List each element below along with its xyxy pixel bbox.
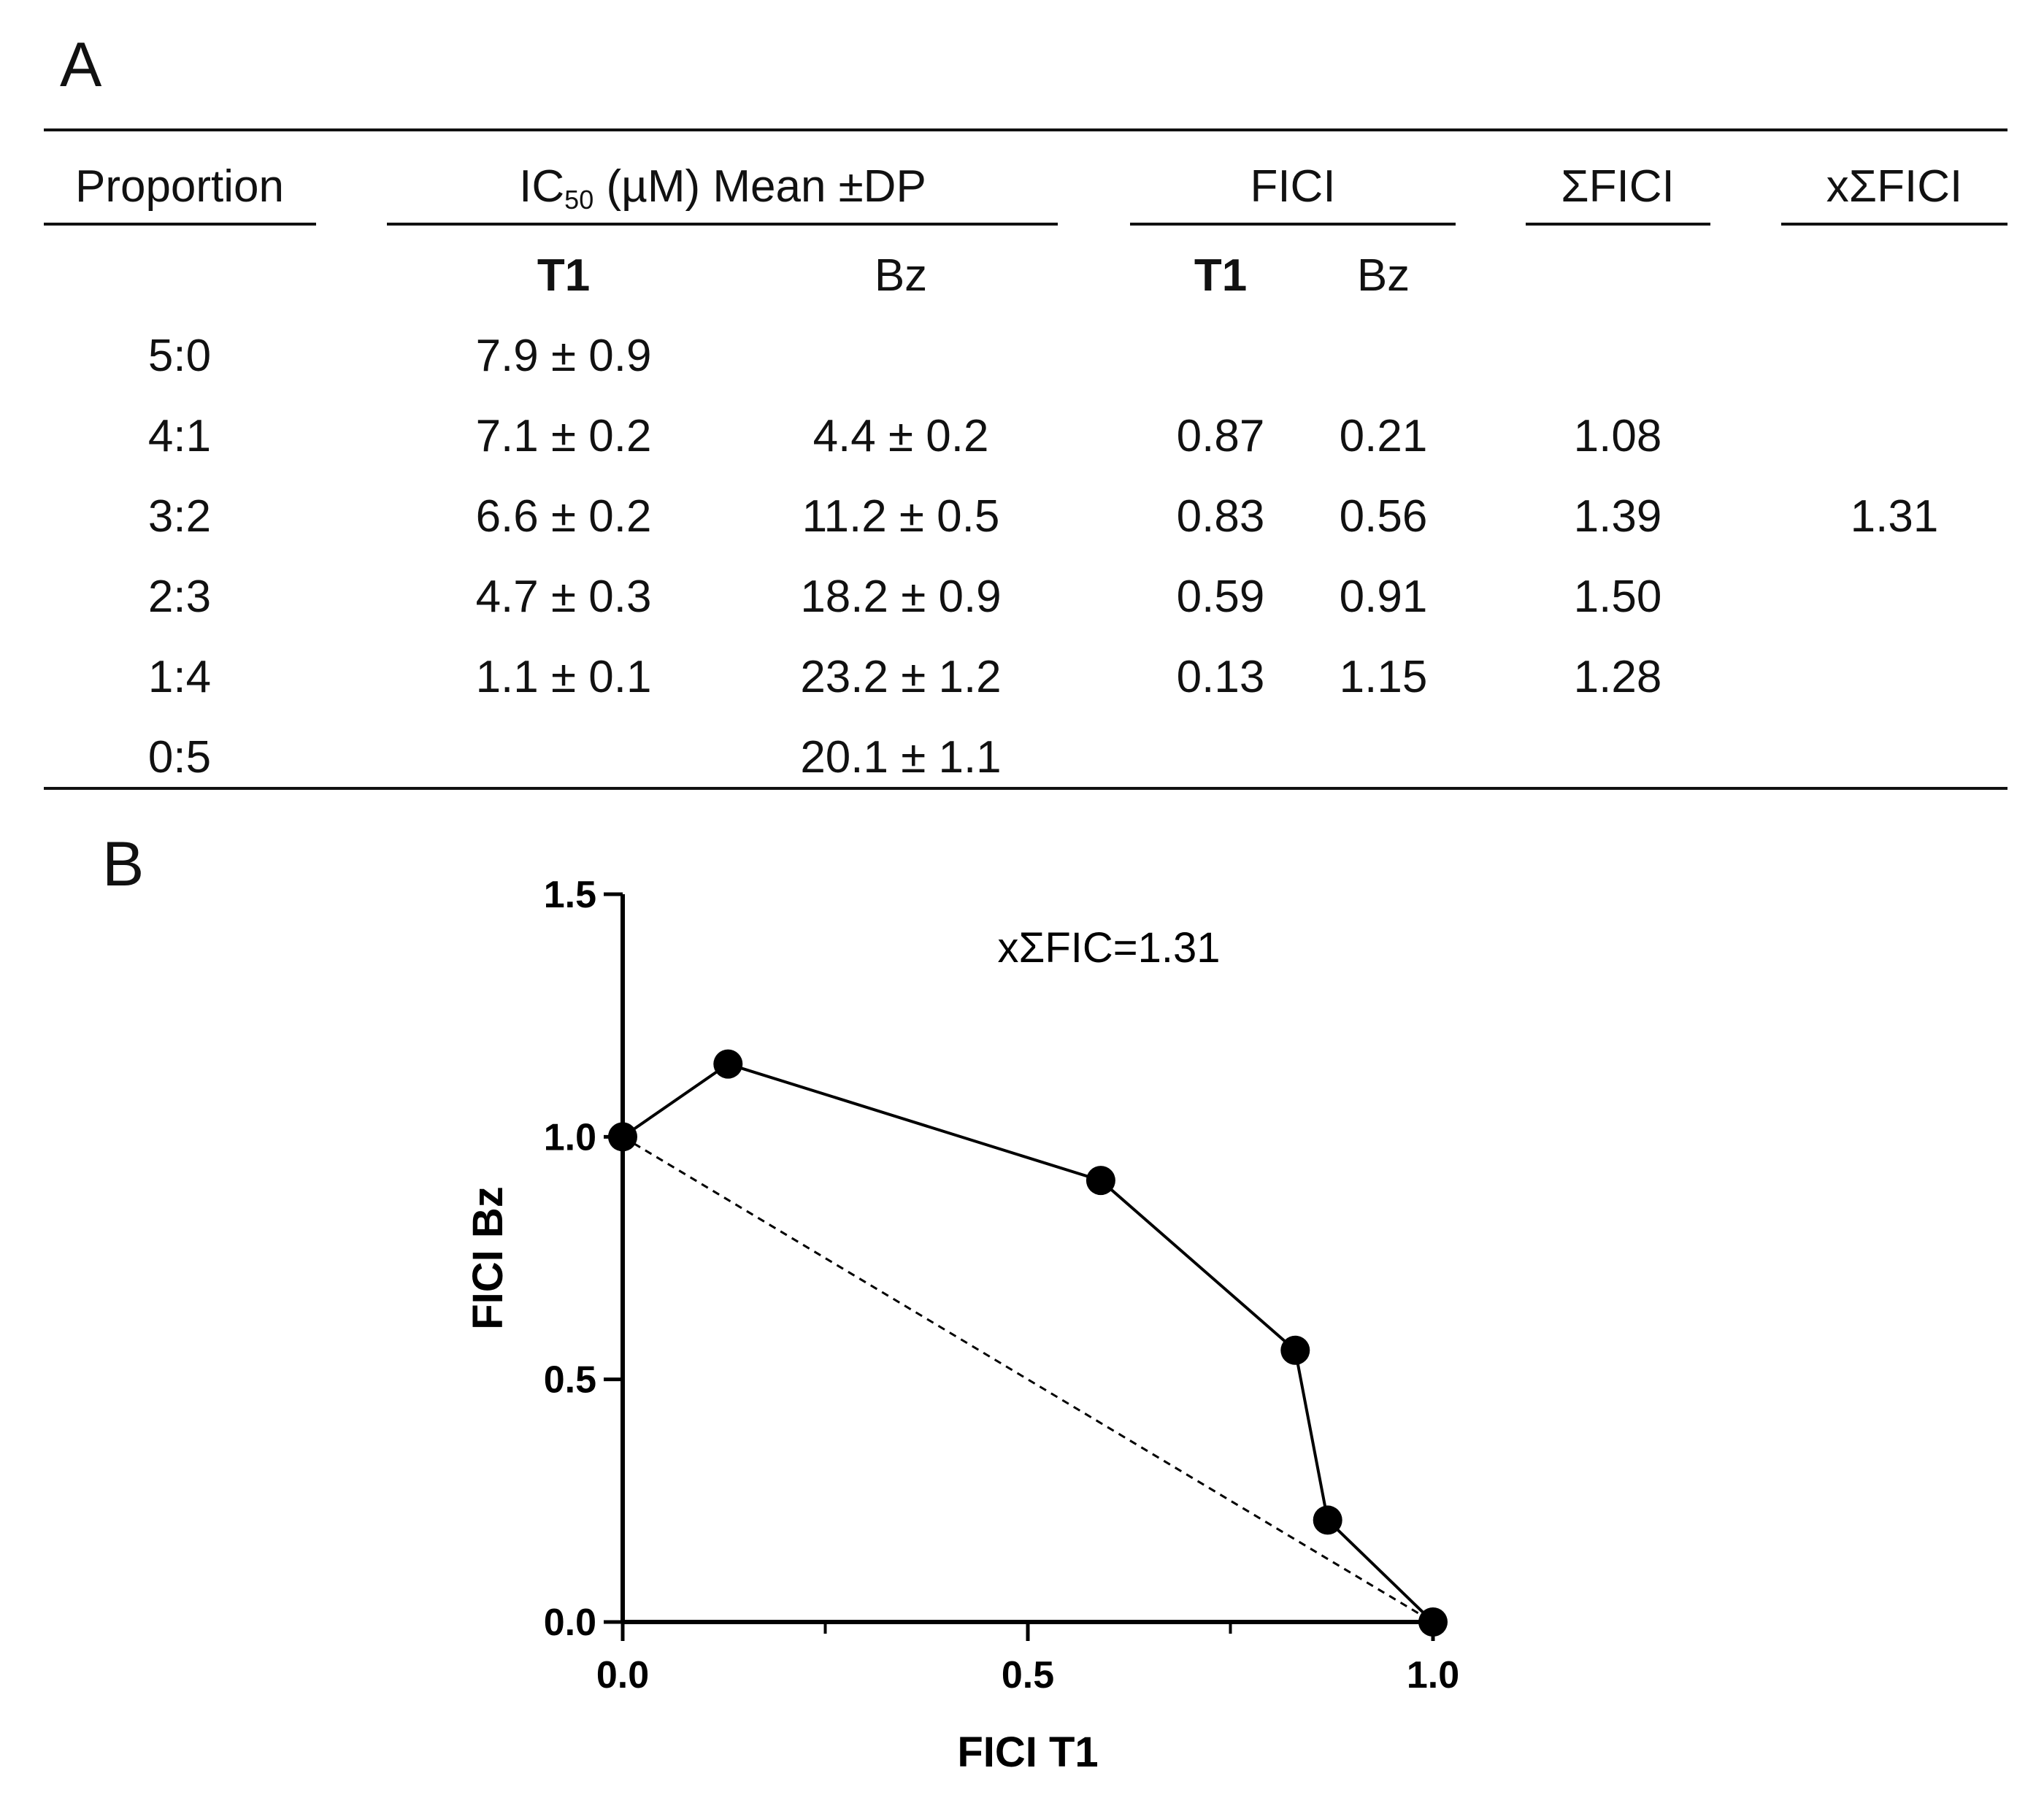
data-point	[713, 1049, 743, 1079]
cell-ic50-t1: 7.1 ± 0.2	[475, 411, 652, 461]
y-tick-label: 1.0	[544, 1116, 596, 1158]
cell-ic50-t1: 1.1 ± 0.1	[475, 652, 652, 702]
table-bottom-rule	[44, 787, 2008, 790]
subheader-fici-t1: T1	[1194, 250, 1248, 301]
cell-proportion: 5:0	[147, 331, 212, 381]
cell-fici-bz: 0.91	[1339, 572, 1428, 622]
cell-proportion: 4:1	[147, 411, 212, 461]
header-x-sum-fici: xΣFICI	[1826, 161, 1963, 212]
header-fici: FICI	[1250, 161, 1336, 212]
cell-fici-bz: 1.15	[1339, 652, 1428, 702]
header-ic50-prefix: IC	[519, 161, 565, 212]
cell-ic50-bz: 4.4 ± 0.2	[812, 411, 989, 461]
x-tick-label: 0.0	[596, 1654, 649, 1696]
ic50-header-rule	[387, 223, 1058, 226]
data-point	[1313, 1505, 1342, 1535]
header-ic50-suffix: (µM) Mean ±DP	[593, 161, 926, 212]
subheader-ic50-t1: T1	[537, 250, 591, 301]
header-proportion: Proportion	[74, 161, 285, 212]
subheader-ic50-bz: Bz	[874, 250, 928, 301]
cell-proportion: 1:4	[147, 652, 212, 702]
cell-ic50-bz: 11.2 ± 0.5	[802, 491, 1000, 542]
header-ic50: IC50 (µM) Mean ±DP	[519, 161, 926, 215]
cell-ic50-bz: 20.1 ± 1.1	[800, 732, 1002, 783]
x-axis-label: FICI T1	[957, 1729, 1098, 1776]
isobologram-line	[621, 1062, 1434, 1623]
cell-fici-t1: 0.13	[1176, 652, 1265, 702]
cell-sum-fici: 1.28	[1573, 652, 1662, 702]
fici-header-rule	[1130, 223, 1456, 226]
x-tick-label: 1.0	[1407, 1654, 1459, 1696]
additivity-dashed-line	[622, 1136, 1434, 1623]
cell-sum-fici: 1.50	[1573, 572, 1662, 622]
cell-fici-t1: 0.83	[1176, 491, 1265, 542]
proportion-header-rule	[44, 223, 316, 226]
panel-a-label: A	[60, 30, 102, 100]
cell-sum-fici: 1.39	[1573, 491, 1662, 542]
table-top-rule	[44, 128, 2008, 131]
cell-ic50-t1: 4.7 ± 0.3	[475, 572, 652, 622]
cell-proportion: 2:3	[147, 572, 212, 622]
x-sum-fici-header-rule	[1781, 223, 2008, 226]
data-point	[1418, 1607, 1448, 1637]
header-ic50-subscript: 50	[564, 185, 594, 215]
y-tick-label: 1.5	[544, 874, 596, 916]
cell-ic50-t1: 6.6 ± 0.2	[475, 491, 652, 542]
data-point	[1280, 1335, 1310, 1365]
cell-x-sum-fici: 1.31	[1850, 491, 1939, 542]
panel-b-label: B	[102, 829, 145, 899]
sum-fici-header-rule	[1526, 223, 1710, 226]
cell-proportion: 3:2	[147, 491, 212, 542]
x-tick-label: 0.5	[1002, 1654, 1054, 1696]
cell-proportion: 0:5	[147, 732, 212, 783]
cell-ic50-bz: 18.2 ± 0.9	[800, 572, 1002, 622]
y-tick-label: 0.5	[544, 1359, 596, 1402]
cell-fici-t1: 0.87	[1176, 411, 1265, 461]
cell-sum-fici: 1.08	[1573, 411, 1662, 461]
data-point	[1086, 1166, 1115, 1196]
cell-fici-bz: 0.21	[1339, 411, 1428, 461]
cell-ic50-bz: 23.2 ± 1.2	[800, 652, 1002, 702]
cell-fici-bz: 0.56	[1339, 491, 1428, 542]
cell-fici-t1: 0.59	[1176, 572, 1265, 622]
y-axis-label: FICI Bz	[464, 1186, 512, 1330]
subheader-fici-bz: Bz	[1356, 250, 1410, 301]
header-sum-fici: ΣFICI	[1561, 161, 1675, 212]
y-tick-label: 0.0	[544, 1602, 596, 1644]
cell-ic50-t1: 7.9 ± 0.9	[475, 331, 652, 381]
annotation-x-sum-fic: xΣFIC=1.31	[997, 924, 1220, 972]
